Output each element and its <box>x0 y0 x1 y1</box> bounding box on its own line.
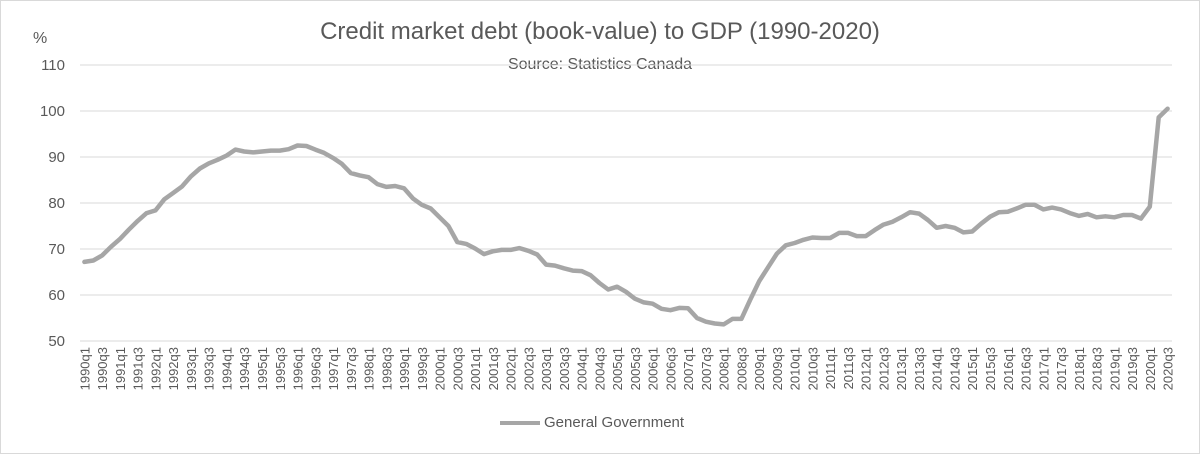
x-tick-label: 1999q1 <box>397 347 412 390</box>
y-axis-unit: % <box>33 30 48 47</box>
x-axis-ticks: 1990q1 1990q3 1991q1 1991q3 1992q1 1992q3 1993… <box>77 347 1175 390</box>
x-tick-label: 1997q3 <box>344 347 359 390</box>
x-tick-label: 1999q3 <box>415 347 430 390</box>
x-tick-label: 1991q1 <box>113 347 128 390</box>
x-tick-label: 2006q1 <box>646 347 661 390</box>
x-tick-label: 1995q3 <box>273 347 288 390</box>
x-tick-label: 2011q3 <box>841 347 856 389</box>
x-tick-label: 2019q1 <box>1107 347 1122 390</box>
x-tick-label: 2002q3 <box>521 347 536 390</box>
x-tick-label: 2009q3 <box>770 347 785 390</box>
series-line <box>82 106 1170 327</box>
legend-label: General Government <box>544 414 685 431</box>
x-tick-label: 1992q3 <box>166 347 181 390</box>
x-tick-label: 2018q1 <box>1072 347 1087 390</box>
x-tick-label: 1998q1 <box>362 347 377 390</box>
x-tick-label: 2014q3 <box>947 347 962 390</box>
x-tick-label: 2012q1 <box>859 347 874 390</box>
x-tick-label: 2001q3 <box>486 347 501 390</box>
x-tick-label: 2015q3 <box>983 347 998 390</box>
x-tick-label: 1995q1 <box>255 347 270 390</box>
x-tick-label: 2013q3 <box>912 347 927 390</box>
x-tick-label: 2015q1 <box>965 347 980 390</box>
x-tick-label: 2000q1 <box>433 347 448 390</box>
x-tick-label: 1991q3 <box>131 347 146 390</box>
legend: General Government <box>500 414 684 431</box>
chart-title: Credit market debt (book-value) to GDP (… <box>320 18 880 45</box>
x-tick-label: 2008q1 <box>717 347 732 390</box>
x-tick-label: 1994q3 <box>237 347 252 390</box>
y-tick-label: 80 <box>48 195 65 212</box>
x-tick-label: 1998q3 <box>379 347 394 390</box>
x-tick-label: 2006q3 <box>663 347 678 390</box>
x-tick-label: 2007q1 <box>681 347 696 390</box>
x-tick-label: 1992q1 <box>148 347 163 390</box>
x-tick-label: 1993q3 <box>202 347 217 390</box>
x-tick-label: 2011q1 <box>823 347 838 389</box>
gridlines <box>80 64 1172 342</box>
x-tick-label: 2017q1 <box>1036 347 1051 390</box>
x-tick-label: 2010q3 <box>805 347 820 390</box>
x-tick-label: 2003q3 <box>557 347 572 390</box>
x-tick-label: 2005q3 <box>628 347 643 390</box>
x-tick-label: 2016q3 <box>1019 347 1034 390</box>
x-tick-label: 2016q1 <box>1001 347 1016 390</box>
x-tick-label: 2007q3 <box>699 347 714 390</box>
y-tick-label: 110 <box>41 57 65 74</box>
x-tick-label: 2004q1 <box>575 347 590 390</box>
x-tick-label: 2002q1 <box>504 347 519 390</box>
y-tick-label: 60 <box>48 287 65 304</box>
x-tick-label: 2020q3 <box>1161 347 1176 390</box>
x-tick-label: 1996q3 <box>308 347 323 390</box>
x-tick-label: 2017q3 <box>1054 347 1069 390</box>
x-tick-label: 2013q1 <box>894 347 909 390</box>
x-tick-label: 2010q1 <box>788 347 803 390</box>
x-tick-label: 2008q3 <box>734 347 749 390</box>
x-tick-label: 1997q1 <box>326 347 341 390</box>
y-tick-label: 70 <box>48 241 65 258</box>
x-tick-label: 1994q1 <box>219 347 234 390</box>
y-tick-label: 90 <box>48 149 65 166</box>
x-tick-label: 1996q1 <box>291 347 306 390</box>
y-tick-label: 100 <box>40 103 65 120</box>
legend-swatch <box>500 420 540 425</box>
x-tick-label: 2009q1 <box>752 347 767 390</box>
y-axis-ticks: 50 60 70 80 90 100 110 <box>40 57 65 350</box>
x-tick-label: 2014q1 <box>930 347 945 390</box>
x-tick-label: 2004q3 <box>592 347 607 390</box>
y-tick-label: 50 <box>48 333 65 350</box>
x-tick-label: 2020q1 <box>1143 347 1158 390</box>
x-tick-label: 2001q1 <box>468 347 483 390</box>
x-tick-label: 1993q1 <box>184 347 199 390</box>
x-tick-label: 1990q1 <box>77 347 92 390</box>
series-layer <box>82 106 1170 327</box>
x-tick-label: 2019q3 <box>1125 347 1140 390</box>
x-tick-label: 2005q1 <box>610 347 625 390</box>
x-tick-label: 2018q3 <box>1090 347 1105 390</box>
x-tick-label: 2000q3 <box>450 347 465 390</box>
x-tick-label: 2012q3 <box>876 347 891 390</box>
x-tick-label: 2003q1 <box>539 347 554 390</box>
x-tick-label: 1990q3 <box>95 347 110 390</box>
